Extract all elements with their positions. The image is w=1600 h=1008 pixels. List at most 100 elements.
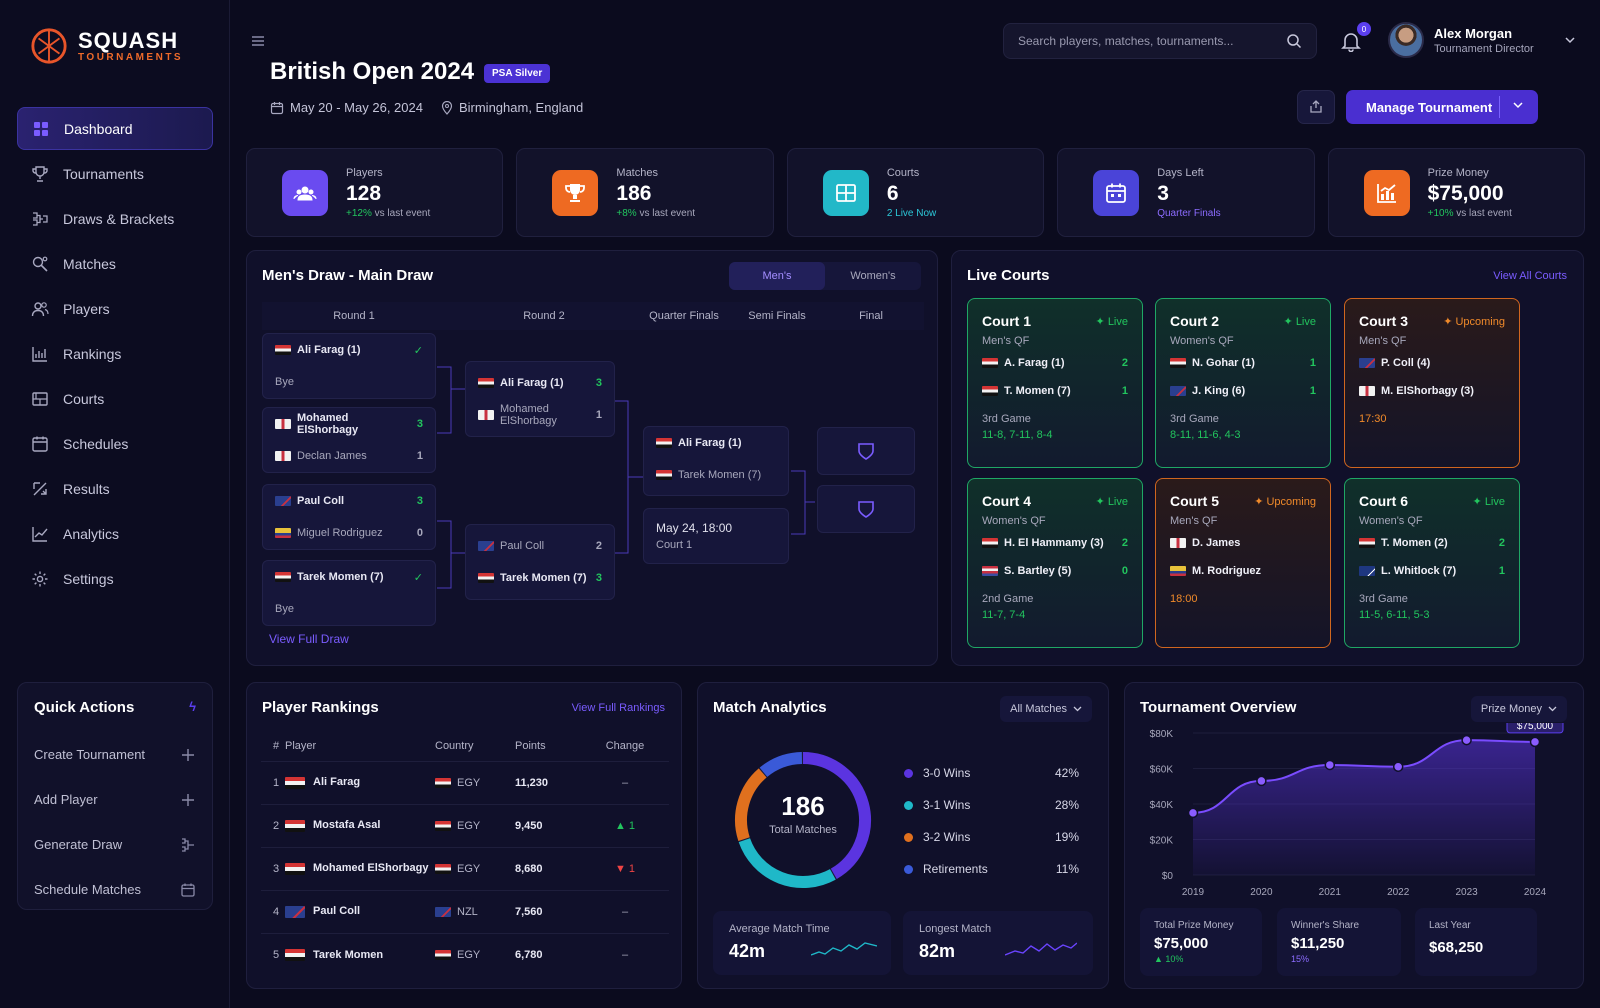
tab-mens[interactable]: Men's bbox=[729, 262, 825, 290]
quick-action-create-tournament[interactable]: Create Tournament bbox=[34, 732, 196, 777]
draw-tabs: Men's Women's bbox=[729, 262, 921, 290]
logo[interactable]: SQUASH TOURNAMENTS bbox=[30, 27, 183, 65]
court-round: Men's QF bbox=[1359, 335, 1407, 347]
sidebar-item-schedules[interactable]: Schedules bbox=[17, 422, 213, 465]
sidebar-item-courts[interactable]: Courts bbox=[17, 377, 213, 420]
flag-icon bbox=[478, 573, 494, 583]
manage-label: Manage Tournament bbox=[1366, 99, 1493, 115]
legend-item: Retirements 11% bbox=[904, 853, 1079, 885]
user-name: Alex Morgan bbox=[1434, 25, 1513, 41]
brand-title: SQUASH bbox=[78, 27, 179, 53]
quick-action-add-player[interactable]: Add Player bbox=[34, 777, 196, 822]
table-row[interactable]: 4 Paul Coll NZL 7,560 – bbox=[261, 889, 669, 933]
donut-slice-3-1-wins bbox=[738, 838, 836, 888]
arrow-up-icon: ▲ bbox=[614, 819, 629, 832]
court-card-1[interactable]: Court 1 ✦ Live Men's QF A. Farag (1) 2 T.… bbox=[967, 298, 1143, 468]
rank-number: 4 bbox=[261, 889, 285, 933]
court-icon bbox=[835, 183, 856, 202]
stat-icon-box bbox=[1093, 169, 1140, 216]
sf-slot[interactable] bbox=[817, 427, 915, 475]
search-bar bbox=[1003, 23, 1317, 59]
avg-time-sparkline bbox=[811, 942, 877, 956]
change-value: – bbox=[621, 948, 629, 961]
score: 3 bbox=[416, 418, 423, 430]
court-score-1: 1 bbox=[1309, 357, 1316, 369]
court-game-score: 11-7, 7-4 bbox=[982, 609, 1026, 621]
share-button[interactable] bbox=[1297, 90, 1335, 124]
manage-tournament-button[interactable]: Manage Tournament bbox=[1346, 90, 1538, 124]
main-nav: Dashboard Tournaments Draws & Brackets Matc… bbox=[17, 107, 213, 602]
round1-match[interactable]: Ali Farag (1) ✓ Bye bbox=[262, 333, 436, 399]
table-row[interactable]: 1 Ali Farag EGY 11,230 – bbox=[261, 760, 669, 804]
prize-money-dropdown[interactable]: Prize Money bbox=[1470, 696, 1567, 722]
shield-icon bbox=[858, 501, 874, 518]
chevron-down-icon[interactable] bbox=[1512, 101, 1524, 109]
court-player-2: J. King (6) bbox=[1192, 385, 1246, 397]
court-round: Men's QF bbox=[1170, 515, 1218, 527]
flag-icon bbox=[435, 949, 451, 960]
tab-womens[interactable]: Women's bbox=[850, 270, 896, 282]
table-row[interactable]: 5 Tarek Momen EGY 6,780 – bbox=[261, 932, 669, 976]
player-name: Tarek Momen (7) bbox=[297, 571, 384, 583]
player-name: Mohamed ElShorbagy bbox=[313, 862, 429, 875]
qf-match[interactable]: Ali Farag (1) Tarek Momen (7) bbox=[643, 426, 789, 496]
sidebar-item-results[interactable]: Results bbox=[17, 467, 213, 510]
court-card-3[interactable]: Court 3 ✦ Upcoming Men's QF P. Coll (4) … bbox=[1344, 298, 1520, 468]
court-card-5[interactable]: Court 5 ✦ Upcoming Men's QF D. James M. … bbox=[1155, 478, 1331, 648]
view-all-courts-link[interactable]: View All Courts bbox=[1493, 270, 1567, 282]
search-input[interactable] bbox=[1018, 34, 1278, 48]
y-tick-label: $20K bbox=[1150, 836, 1174, 847]
change-value: – bbox=[621, 905, 629, 918]
donut-center: 186 Total Matches bbox=[728, 791, 878, 836]
draw-title: Men's Draw - Main Draw bbox=[262, 267, 434, 284]
quick-action-schedule-matches[interactable]: Schedule Matches bbox=[34, 867, 196, 912]
court-player-1: A. Farag (1) bbox=[1004, 357, 1065, 369]
bracket-lines bbox=[437, 366, 815, 589]
menu-icon[interactable] bbox=[250, 34, 266, 48]
court-status-text: Upcoming bbox=[1266, 495, 1316, 508]
player-name: Paul Coll bbox=[500, 540, 545, 552]
table-row[interactable]: 2 Mostafa Asal EGY 9,450 ▲ 1 bbox=[261, 803, 669, 847]
view-full-rankings-link[interactable]: View Full Rankings bbox=[571, 702, 665, 714]
court-game: 3rd Game bbox=[1170, 413, 1219, 425]
sidebar-item-players[interactable]: Players bbox=[17, 287, 213, 330]
main-content: British Open 2024 PSA Silver May 20 - Ma… bbox=[230, 0, 1600, 1008]
stat-icon-box bbox=[1363, 169, 1410, 216]
stat-note-highlight: +10% bbox=[1427, 207, 1454, 219]
court-round: Women's QF bbox=[1170, 335, 1234, 347]
round2-match[interactable]: Ali Farag (1) 3 Mohamed ElShorbagy 1 bbox=[465, 361, 615, 437]
sidebar-item-analytics[interactable]: Analytics bbox=[17, 512, 213, 555]
quick-action-generate-draw[interactable]: Generate Draw bbox=[34, 822, 196, 867]
sidebar-item-matches[interactable]: Matches bbox=[17, 242, 213, 285]
flag-icon bbox=[1359, 386, 1375, 396]
data-point bbox=[1529, 736, 1541, 748]
quick-action-label: Create Tournament bbox=[34, 747, 146, 762]
flag-icon bbox=[1170, 538, 1186, 548]
calendar-icon bbox=[270, 101, 284, 114]
sidebar-item-dashboard[interactable]: Dashboard bbox=[17, 107, 213, 150]
court-card-2[interactable]: Court 2 ✦ Live Women's QF N. Gohar (1) 1 … bbox=[1155, 298, 1331, 468]
sidebar-item-settings[interactable]: Settings bbox=[17, 557, 213, 600]
court-card-4[interactable]: Court 4 ✦ Live Women's QF H. El Hammamy … bbox=[967, 478, 1143, 648]
sidebar-item-draws-brackets[interactable]: Draws & Brackets bbox=[17, 197, 213, 240]
round1-match[interactable]: Paul Coll 3 Miguel Rodriguez 0 bbox=[262, 484, 436, 550]
round2-match[interactable]: Paul Coll 2 Tarek Momen (7) 3 bbox=[465, 524, 615, 600]
points: 8,680 bbox=[515, 846, 581, 890]
bell-icon[interactable] bbox=[1340, 30, 1362, 52]
y-tick-label: $60K bbox=[1150, 765, 1174, 776]
round1-match[interactable]: Tarek Momen (7) ✓ Bye bbox=[262, 560, 436, 626]
court-card-6[interactable]: Court 6 ✦ Live Women's QF T. Momen (2) 2 … bbox=[1344, 478, 1520, 648]
live-dot-icon: ✦ bbox=[1095, 315, 1108, 328]
round1-match[interactable]: Mohamed ElShorbagy 3 Declan James 1 bbox=[262, 407, 436, 473]
chevron-down-icon[interactable] bbox=[1564, 36, 1576, 44]
final-slot[interactable] bbox=[817, 485, 915, 533]
user-menu[interactable]: Alex Morgan Tournament Director bbox=[1388, 22, 1576, 58]
player-name: Ali Farag (1) bbox=[500, 377, 564, 389]
view-full-draw-link[interactable]: View Full Draw bbox=[269, 632, 349, 646]
sidebar-item-rankings[interactable]: Rankings bbox=[17, 332, 213, 375]
search-icon[interactable] bbox=[1286, 33, 1302, 49]
matches-filter-dropdown[interactable]: All Matches bbox=[1000, 696, 1092, 722]
table-row[interactable]: 3 Mohamed ElShorbagy EGY 8,680 ▼ 1 bbox=[261, 846, 669, 890]
legend-dot bbox=[904, 768, 913, 778]
sidebar-item-tournaments[interactable]: Tournaments bbox=[17, 152, 213, 195]
